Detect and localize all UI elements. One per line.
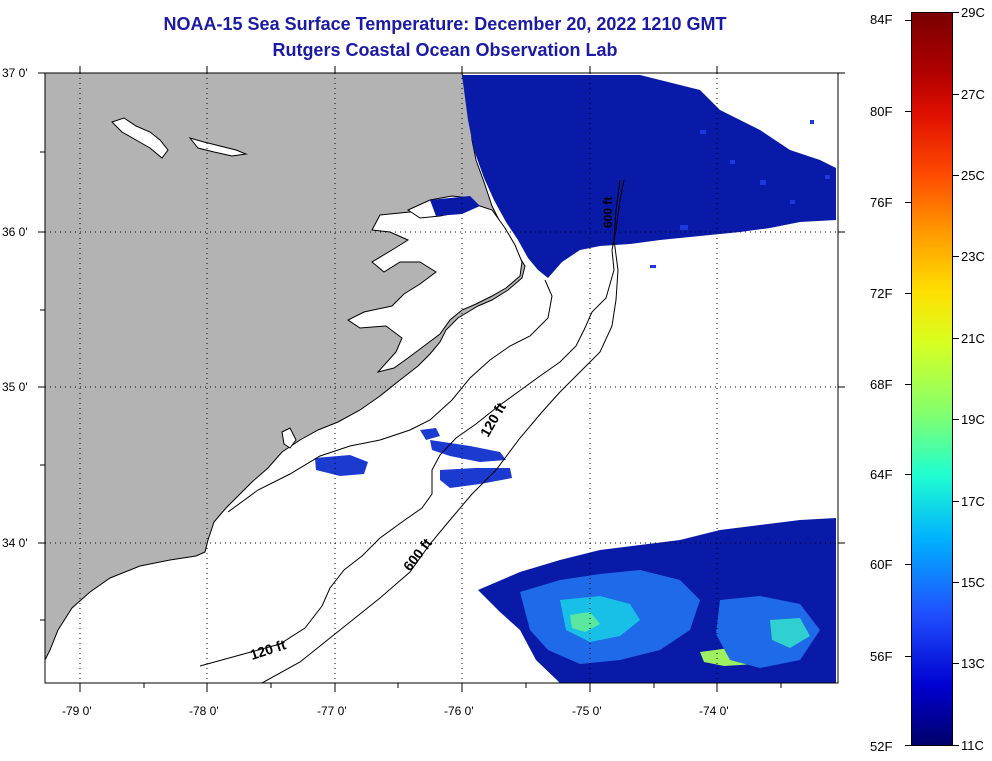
sst-data-south <box>478 518 836 683</box>
sst-data-north-sparse <box>650 120 830 268</box>
lon-label-77: -77 0' <box>317 704 347 718</box>
colorbar-c-23: 23C <box>961 249 985 264</box>
colorbar-f-60: 60F <box>870 557 893 572</box>
colorbar-f-76: 76F <box>870 195 893 210</box>
contour-coastal-line <box>227 279 553 513</box>
lon-label-78: -78 0' <box>189 704 219 718</box>
lon-label-79: -79 0' <box>62 704 92 718</box>
colorbar-c-27: 27C <box>961 87 985 102</box>
colorbar-c-29: 29C <box>961 5 985 20</box>
lat-label-37: 37 0' <box>2 66 28 80</box>
colorbar-f-56: 56F <box>870 649 893 664</box>
colorbar-c-15: 15C <box>961 575 985 590</box>
map-title-line1: NOAA-15 Sea Surface Temperature: Decembe… <box>163 14 727 34</box>
contour-label-600-north: 600 ft <box>601 197 615 228</box>
lon-label-76: -76 0' <box>444 704 474 718</box>
colorbar-f-80: 80F <box>870 104 893 119</box>
temperature-colorbar <box>911 12 953 746</box>
colorbar-f-72: 72F <box>870 286 893 301</box>
lat-label-35: 35 0' <box>2 380 28 394</box>
lat-label-36: 36 0' <box>2 225 28 239</box>
colorbar-c-25: 25C <box>961 168 985 183</box>
colorbar-c-17: 17C <box>961 494 985 509</box>
lat-label-34: 34 0' <box>2 536 28 550</box>
sst-data-north <box>430 75 836 278</box>
colorbar-f-52: 52F <box>870 739 893 754</box>
colorbar-f-64: 64F <box>870 467 893 482</box>
contour-120ft-line <box>199 179 625 667</box>
pamlico-sound <box>347 201 523 373</box>
colorbar-f-84: 84F <box>870 12 893 27</box>
graticule <box>45 73 838 683</box>
colorbar-f-68: 68F <box>870 377 893 392</box>
colorbar-c-11: 11C <box>961 738 984 753</box>
map-title-line2: Rutgers Coastal Ocean Observation Lab <box>272 40 618 60</box>
inland-river-2 <box>188 137 248 157</box>
plot-frame <box>44 72 839 684</box>
colorbar-c-21: 21C <box>961 331 985 346</box>
inland-river-1 <box>111 117 169 159</box>
colorbar-c-13: 13C <box>961 656 985 671</box>
lon-label-75: -75 0' <box>572 704 602 718</box>
lon-label-74: -74 0' <box>699 704 729 718</box>
axis-ticks <box>38 66 845 692</box>
colorbar-c-19: 19C <box>961 412 985 427</box>
contour-600ft-line <box>261 179 621 683</box>
inland-river-3 <box>281 427 297 449</box>
